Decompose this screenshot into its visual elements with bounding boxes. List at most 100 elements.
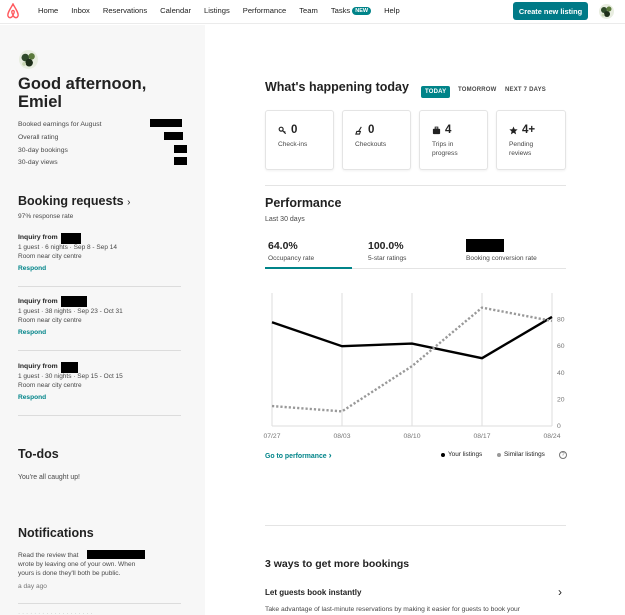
go-to-performance-link[interactable]: Go to performance › (265, 450, 332, 460)
legend-your-listings: Your listings (441, 451, 482, 458)
main-nav: Home Inbox Reservations Calendar Listing… (38, 6, 413, 15)
performance-period: Last 30 days (265, 216, 305, 223)
response-rate: 97% response rate (18, 213, 74, 220)
overall-rating-label: Overall rating (18, 134, 59, 141)
ratings-value[interactable]: 100.0% (368, 240, 404, 252)
inquiry-details: 1 guest · 6 nights · Sep 8 - Sep 14 (18, 244, 118, 251)
user-avatar[interactable] (599, 4, 614, 19)
notification-text: Read the review that (18, 552, 79, 559)
nav-tasks-label: Tasks (330, 6, 351, 15)
respond-link[interactable]: Respond (18, 329, 47, 337)
tab-tomorrow[interactable]: TOMORROW (458, 87, 497, 93)
whats-happening-title: What's happening today (265, 80, 409, 94)
todos-title: To-dos (18, 447, 59, 461)
checkouts-card[interactable]: 0 Checkouts (342, 110, 411, 170)
star-icon (509, 125, 518, 134)
instant-book-title[interactable]: Let guests book instantly (265, 588, 362, 597)
redacted-value (466, 239, 504, 252)
tab-today[interactable]: TODAY (421, 86, 451, 98)
divider (265, 185, 566, 186)
chevron-right-icon: › (328, 450, 332, 460)
series-line-similar-listings (271, 306, 553, 413)
respond-link[interactable]: Respond (18, 394, 47, 402)
redacted-value (174, 157, 187, 165)
reviews-value: 4+ (522, 124, 536, 136)
sidebar-avatar (19, 50, 38, 69)
x-tick-label: 08/24 (543, 433, 560, 440)
list-item: Inquiry from 1 guest · 30 nights · Sep 1… (18, 363, 123, 401)
divider (265, 525, 566, 526)
checkouts-label: Checkouts (355, 141, 387, 148)
nav-tasks[interactable]: Tasks NEW (330, 6, 372, 15)
conversion-label: Booking conversion rate (466, 255, 537, 262)
help-icon[interactable]: ? (559, 451, 567, 459)
active-metric-underline (265, 267, 352, 269)
nav-calendar[interactable]: Calendar (160, 6, 191, 15)
chevron-right-icon[interactable]: › (558, 585, 562, 599)
checkins-card[interactable]: 0 Check-ins (265, 110, 334, 170)
y-tick-label: 40 (557, 370, 565, 377)
inquiry-listing: Room near city centre (18, 316, 82, 324)
nav-team[interactable]: Team (299, 6, 318, 15)
new-badge: NEW (352, 7, 372, 15)
booking-requests-title[interactable]: Booking requests › (18, 194, 130, 208)
reviews-card[interactable]: 4+ Pending reviews (496, 110, 566, 170)
x-tick-label: 08/10 (403, 433, 420, 440)
tab-next-7-days[interactable]: NEXT 7 DAYS (505, 87, 546, 93)
nav-performance[interactable]: Performance (242, 6, 287, 15)
inquiry-listing: Room near city centre (18, 252, 82, 260)
ratings-label: 5-star ratings (368, 255, 407, 262)
performance-title: Performance (265, 196, 342, 210)
occupancy-value[interactable]: 64.0% (268, 240, 298, 252)
trips-value: 4 (445, 124, 452, 136)
trips-label: Trips in progress (432, 141, 458, 157)
bookings-30-label: 30-day bookings (18, 147, 68, 154)
legend-dot (441, 452, 445, 457)
nav-home[interactable]: Home (38, 6, 59, 15)
redacted-name (87, 550, 145, 559)
performance-chart: 07/27 08/03 08/10 08/17 08/24 0 20 40 60 80 (263, 293, 565, 440)
broom-icon (355, 126, 362, 135)
y-tick-label: 20 (557, 396, 565, 403)
avatar-image-icon (599, 4, 614, 19)
booking-requests-label: Booking requests (18, 194, 124, 208)
checkouts-value: 0 (368, 124, 375, 136)
inquiry-title: Inquiry from (18, 363, 58, 370)
legend-label: Similar listings (504, 451, 545, 458)
suitcase-icon (432, 126, 441, 134)
divider (18, 350, 181, 351)
x-tick-label: 08/03 (333, 433, 350, 440)
nav-help[interactable]: Help (384, 6, 400, 15)
trips-card[interactable]: 4 Trips in progress (419, 110, 488, 170)
key-icon (278, 126, 287, 134)
notifications-title: Notifications (18, 526, 94, 540)
x-tick-label: 08/17 (473, 433, 490, 440)
inquiry-details: 1 guest · 30 nights · Sep 15 - Oct 15 (18, 373, 123, 380)
create-listing-button[interactable]: Create new listing (513, 2, 588, 20)
redacted-value (174, 145, 187, 153)
redacted-name (61, 362, 78, 373)
occupancy-label: Occupancy rate (268, 255, 315, 262)
divider (18, 286, 181, 287)
nav-inbox[interactable]: Inbox (71, 6, 90, 15)
divider (18, 603, 181, 604)
respond-link[interactable]: Respond (18, 265, 47, 273)
instant-book-text: Take advantage of last-minute reservatio… (265, 606, 520, 613)
redacted-value (150, 119, 182, 127)
divider (18, 415, 181, 416)
y-tick-label: 60 (557, 343, 565, 350)
notification-item[interactable]: Read the review that wrote by leaving on… (18, 551, 183, 591)
notification-text: wrote by leaving one of your own. When (18, 561, 136, 568)
divider (265, 268, 566, 269)
notification-time: a day ago (18, 583, 47, 590)
growth-title: 3 ways to get more bookings (265, 558, 410, 570)
legend-label: Your listings (448, 451, 483, 458)
x-tick-label: 07/27 (263, 433, 280, 440)
airbnb-logo-icon[interactable] (6, 3, 20, 19)
todos-status: You're all caught up! (18, 474, 80, 481)
nav-listings[interactable]: Listings (204, 6, 230, 15)
sidebar: Good afternoon, Emiel Booked earnings fo… (0, 25, 205, 615)
y-tick-label: 0 (557, 423, 561, 430)
nav-reservations[interactable]: Reservations (102, 6, 148, 15)
booked-earnings-label: Booked earnings for August (18, 121, 102, 128)
